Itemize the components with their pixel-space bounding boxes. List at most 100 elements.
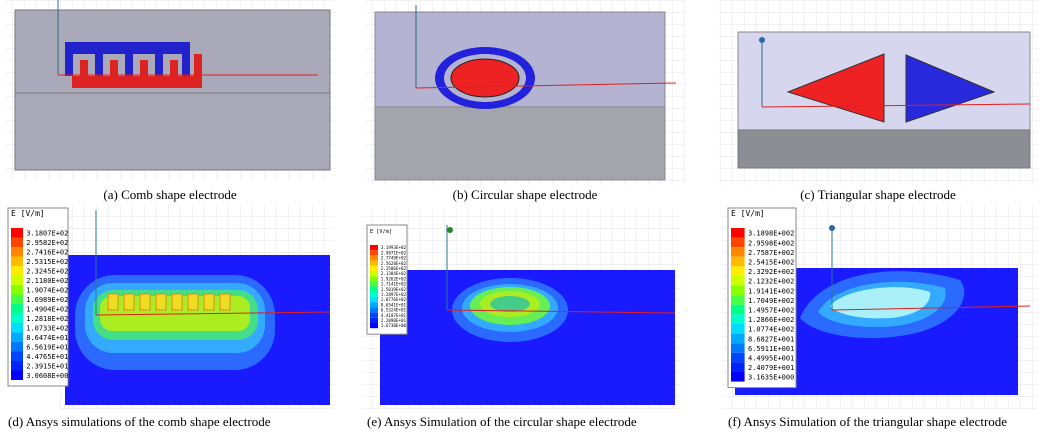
legend-swatch xyxy=(11,351,23,361)
legend-swatch xyxy=(731,362,745,372)
caption: (e) Ansys Simulation of the circular sha… xyxy=(367,414,637,429)
legend-label: 2.4079E+001 xyxy=(748,364,794,372)
legend-swatch xyxy=(731,266,745,276)
legend-swatch xyxy=(370,297,378,303)
legend-swatch xyxy=(370,245,378,251)
legend-swatch xyxy=(11,247,23,257)
legend-swatch xyxy=(11,323,23,333)
legend-label: 2.5628E+02 xyxy=(381,261,407,266)
legend-swatch xyxy=(11,275,23,285)
legend-title: E [V/m] xyxy=(731,209,765,218)
legend-swatch xyxy=(370,260,378,266)
legend-swatch xyxy=(370,307,378,313)
legend-swatch xyxy=(731,304,745,315)
legend-swatch xyxy=(370,271,378,277)
legend-swatch xyxy=(731,256,745,267)
legend-swatch xyxy=(370,255,378,261)
circular-field xyxy=(362,210,680,410)
legend-swatch xyxy=(11,228,23,238)
legend-title: E [V/m] xyxy=(11,209,45,218)
legend-swatch xyxy=(370,317,378,323)
legend-label: 1.5019E+02 xyxy=(381,287,407,292)
comb-field xyxy=(60,205,335,410)
legend-label: 8.6474E+01 xyxy=(26,334,68,342)
legend-label: 2.9871E+02 xyxy=(381,250,407,255)
legend-title: E [V/m] xyxy=(370,229,392,235)
legend-label: 4.4765E+01 xyxy=(26,353,68,361)
legend-label: 2.3506E+02 xyxy=(381,266,407,271)
legend-swatch xyxy=(11,237,23,247)
legend-label: 1.7049E+002 xyxy=(748,297,794,305)
legend-swatch xyxy=(370,291,378,297)
legend-swatch xyxy=(370,276,378,282)
legend-label: 6.5619E+01 xyxy=(26,344,68,352)
legend-swatch xyxy=(11,256,23,266)
legend-swatch xyxy=(731,247,745,257)
caption: (b) Circular shape electrode xyxy=(452,187,598,202)
legend-label: 2.3915E+01 xyxy=(26,363,68,371)
legend-swatch xyxy=(11,294,23,304)
legend-label: 1.6989E+02 xyxy=(26,296,68,304)
legend-swatch xyxy=(731,237,745,248)
legend-label: 1.0774E+002 xyxy=(748,326,794,334)
legend-swatch xyxy=(11,266,23,276)
caption: (c) Triangular shape electrode xyxy=(800,187,956,202)
legend-label: 1.9262E+02 xyxy=(381,276,407,281)
legend-swatch xyxy=(731,276,745,286)
caption: (f) Ansys Simulation of the triangular s… xyxy=(728,414,1008,429)
legend-swatch xyxy=(370,323,378,329)
legend-label: 1.9141E+002 xyxy=(748,287,794,295)
legend-label: 2.3292E+002 xyxy=(748,268,794,276)
circular-model xyxy=(365,0,685,185)
legend-swatch xyxy=(731,333,745,344)
legend-label: 1.0733E+02 xyxy=(26,325,68,333)
legend-label: 3.1807E+02 xyxy=(26,230,68,238)
legend-label: 1.7141E+02 xyxy=(381,282,407,287)
legend-label: 2.1180E+02 xyxy=(26,277,68,285)
legend-label: 2.7587E+002 xyxy=(748,249,794,257)
legend-swatch xyxy=(11,304,23,314)
legend-label: 8.6827E+001 xyxy=(748,335,794,343)
legend-label: 3.0608E+00 xyxy=(26,372,68,380)
legend-label: 3.1898E+002 xyxy=(748,230,794,238)
legend-swatch xyxy=(731,324,745,334)
caption: (a) Comb shape electrode xyxy=(103,187,237,202)
legend-swatch xyxy=(370,286,378,292)
legend-swatch xyxy=(370,302,378,308)
legends: E [V/m]3.1807E+022.9582E+022.7416E+022.5… xyxy=(7,207,797,389)
legend-swatch xyxy=(370,250,378,256)
legend-swatch xyxy=(11,332,23,342)
legend-label: 1.2897E+02 xyxy=(381,292,407,297)
legend-label: 2.9582E+02 xyxy=(26,239,68,247)
legend-swatch xyxy=(370,281,378,287)
triangular-model xyxy=(718,0,1038,185)
legend-label: 1.4904E+02 xyxy=(26,306,68,314)
comb-model xyxy=(5,0,335,180)
caption: (d) Ansys simulations of the comb shape … xyxy=(8,414,271,429)
legend-label: 3.1993E+02 xyxy=(381,245,407,250)
legend-swatch xyxy=(731,295,745,305)
legend-swatch xyxy=(11,285,23,295)
legend-swatch xyxy=(731,372,745,382)
legend-swatch xyxy=(731,343,745,353)
legend-swatch xyxy=(731,228,745,238)
legend-label: 6.5324E+01 xyxy=(381,308,407,313)
legend-label: 2.2890E+01 xyxy=(381,318,407,323)
legend-label: 2.1232E+002 xyxy=(748,278,794,286)
legend-label: 4.4107E+01 xyxy=(381,313,407,318)
legend-label: 2.7416E+02 xyxy=(26,249,68,257)
legend-label: 1.4957E+002 xyxy=(748,306,794,314)
legend-swatch xyxy=(370,312,378,318)
legend-label: 2.1384E+02 xyxy=(381,271,407,276)
legend-label: 2.7749E+02 xyxy=(381,256,407,261)
legend-label: 2.5315E+02 xyxy=(26,258,68,266)
legend-swatch xyxy=(370,265,378,271)
legend-label: 2.3245E+02 xyxy=(26,268,68,276)
legend-label: 1.9074E+02 xyxy=(26,287,68,295)
legend-label: 2.9598E+002 xyxy=(748,239,794,247)
legend-swatch xyxy=(11,361,23,371)
legend-swatch xyxy=(11,370,23,380)
legend-label: 1.2866E+002 xyxy=(748,316,794,324)
legend-label: 4.4995E+001 xyxy=(748,354,794,362)
